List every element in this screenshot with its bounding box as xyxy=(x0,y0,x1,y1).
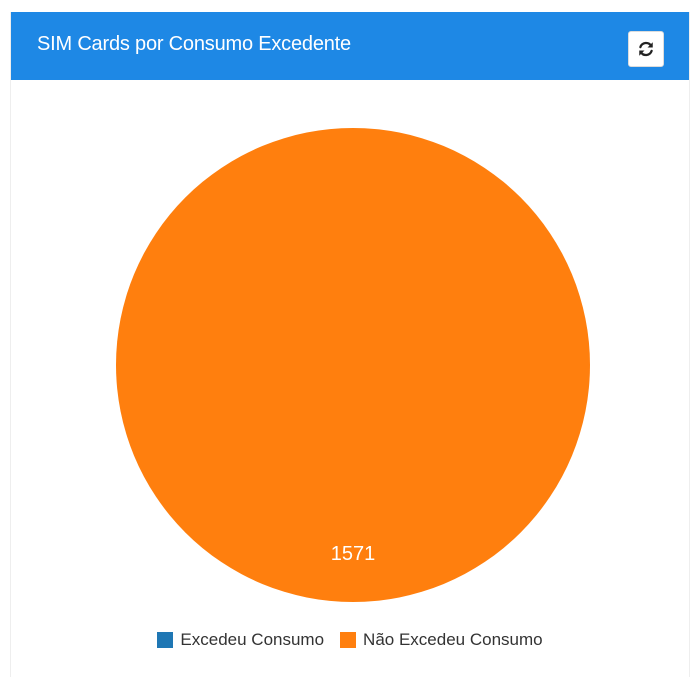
data-label-nao-excedeu: 1571 xyxy=(331,543,376,565)
widget-title: SIM Cards por Consumo Excedente xyxy=(37,33,351,55)
refresh-icon xyxy=(639,41,653,57)
refresh-button[interactable] xyxy=(628,31,664,67)
legend-label-excedeu: Excedeu Consumo xyxy=(180,630,325,649)
legend-item-nao-excedeu[interactable]: Não Excedeu Consumo xyxy=(340,630,543,650)
widget-header: SIM Cards por Consumo Excedente xyxy=(11,12,689,80)
legend-swatch-excedeu xyxy=(157,632,174,648)
pie-slice-nao-excedeu[interactable] xyxy=(116,128,590,602)
legend-swatch-nao-excedeu xyxy=(340,632,357,648)
chart-legend: Excedeu Consumo Não Excedeu Consumo xyxy=(0,628,700,652)
legend-item-excedeu[interactable]: Excedeu Consumo xyxy=(157,630,324,650)
legend-label-nao-excedeu: Não Excedeu Consumo xyxy=(363,630,543,649)
